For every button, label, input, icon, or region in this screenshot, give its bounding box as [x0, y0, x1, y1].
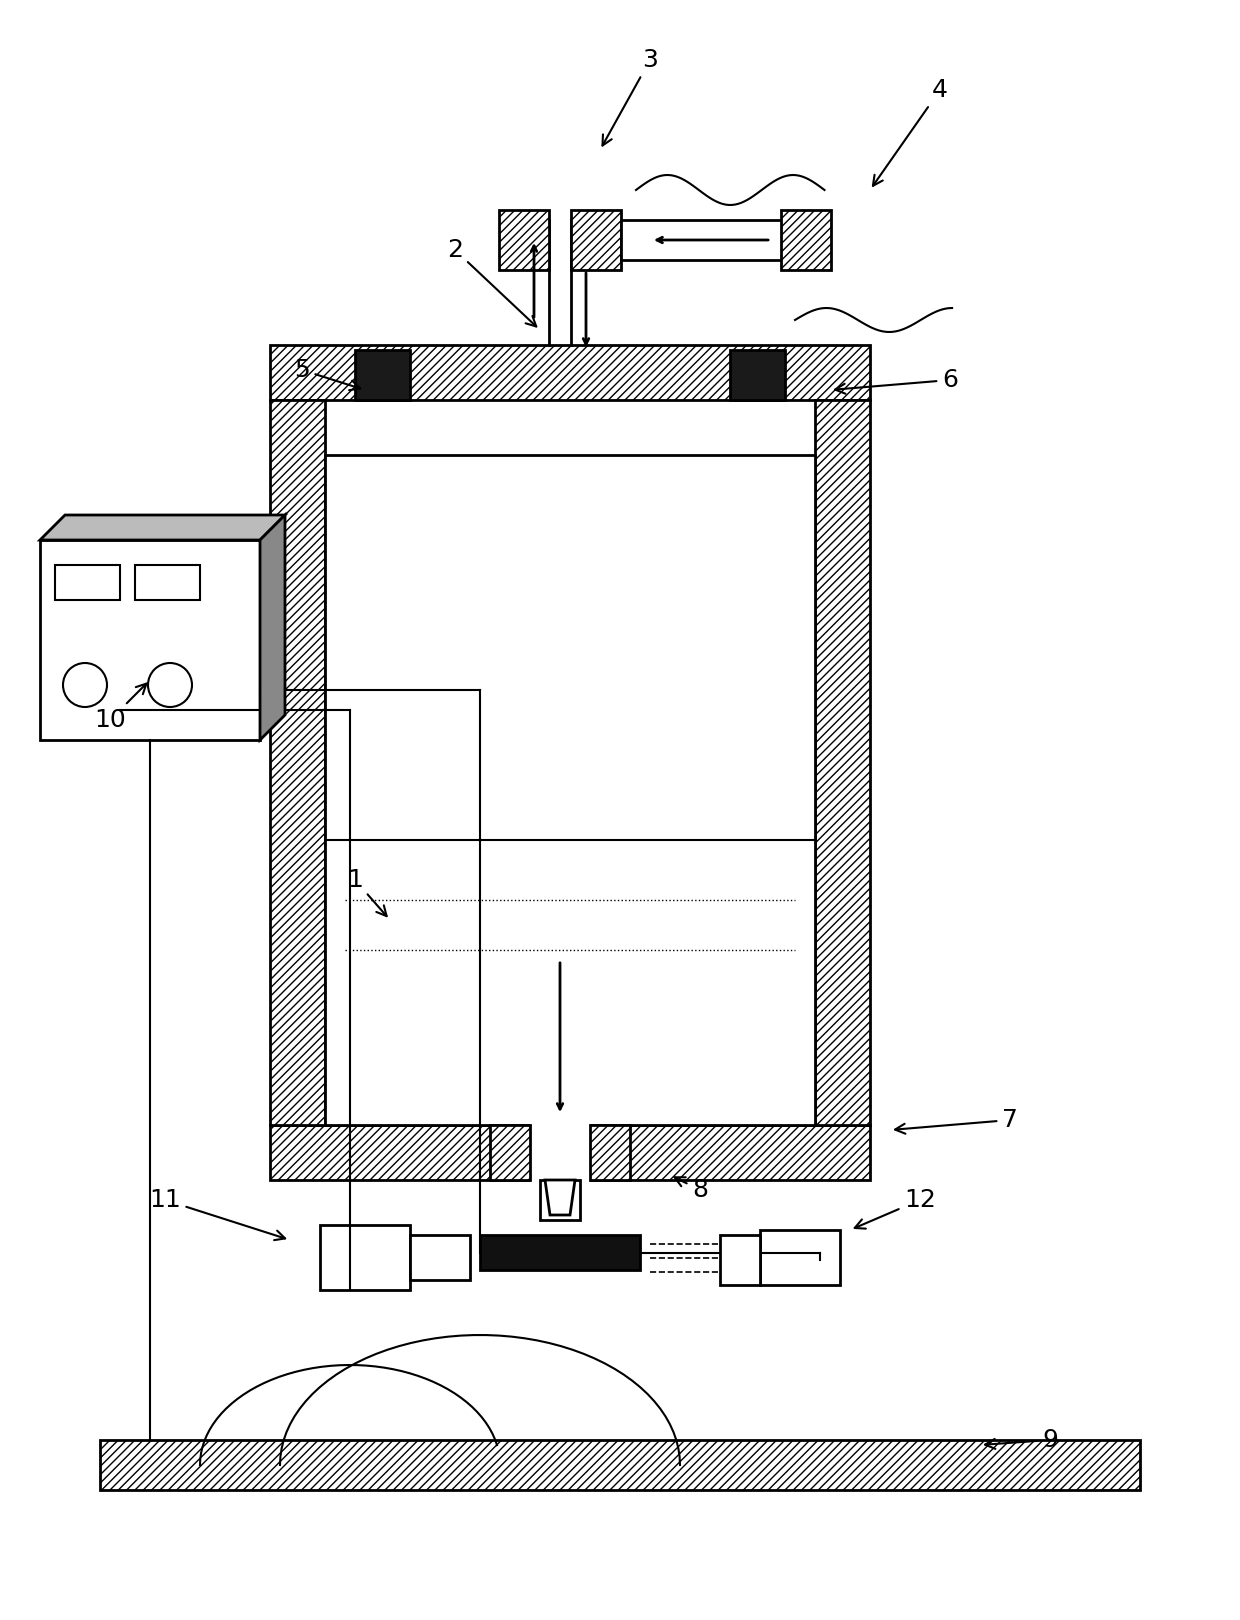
Bar [270, 345, 870, 400]
Bar [781, 211, 831, 271]
Text: 6: 6 [835, 368, 959, 394]
Text: 3: 3 [603, 49, 658, 146]
Bar [135, 565, 200, 599]
Bar [529, 1119, 590, 1184]
Text: 8: 8 [675, 1178, 708, 1202]
Bar [320, 1225, 410, 1290]
Text: 5: 5 [294, 358, 360, 390]
Bar [55, 565, 120, 599]
Bar [410, 1234, 470, 1280]
Bar [760, 1230, 839, 1285]
Bar [815, 400, 870, 1124]
Bar [100, 1440, 1140, 1490]
Text: 12: 12 [854, 1187, 936, 1228]
Bar [40, 539, 260, 740]
Text: 4: 4 [873, 78, 949, 186]
Bar [730, 350, 785, 400]
Polygon shape [720, 1234, 760, 1285]
Circle shape [63, 663, 107, 706]
Bar [539, 1179, 580, 1220]
Polygon shape [260, 515, 285, 740]
Text: 7: 7 [895, 1108, 1018, 1134]
Circle shape [148, 663, 192, 706]
Bar [570, 211, 621, 271]
Text: 2: 2 [446, 238, 536, 327]
Text: 9: 9 [985, 1427, 1058, 1452]
Bar [490, 1124, 529, 1179]
Bar [325, 455, 815, 1124]
Bar [480, 1234, 640, 1270]
Bar [590, 1124, 630, 1179]
Bar [355, 350, 410, 400]
Text: 11: 11 [149, 1187, 285, 1241]
Text: 1: 1 [347, 868, 387, 917]
Bar [498, 211, 549, 271]
Bar [270, 400, 325, 1124]
Polygon shape [40, 515, 285, 539]
Text: 10: 10 [94, 684, 146, 732]
Bar [270, 1124, 870, 1179]
Polygon shape [546, 1179, 575, 1215]
Bar [621, 220, 821, 259]
